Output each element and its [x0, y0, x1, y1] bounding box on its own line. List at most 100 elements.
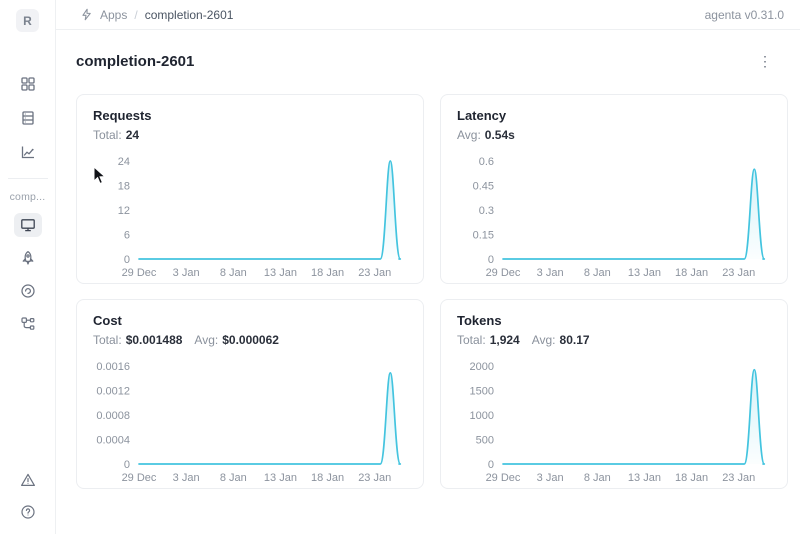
topbar: Apps / completion-2601 agenta v0.31.0 [56, 0, 800, 30]
sidebar-footer [14, 468, 42, 524]
sidebar-app-nav [13, 213, 42, 336]
svg-text:8 Jan: 8 Jan [584, 267, 611, 279]
svg-text:0.15: 0.15 [473, 229, 494, 241]
app-section-label: comp... [9, 191, 46, 203]
traces-tree-icon[interactable] [14, 312, 42, 336]
stat-value: 24 [125, 128, 140, 142]
sidebar-divider [7, 178, 48, 179]
svg-text:1000: 1000 [470, 410, 494, 422]
stat-label: Avg: [531, 333, 556, 347]
stat-label: Total: [93, 333, 122, 347]
observability-gauge-icon[interactable] [14, 279, 42, 303]
card-title: Requests [93, 108, 152, 123]
svg-text:0.6: 0.6 [479, 156, 494, 168]
tokens-card: Tokens Total: 1,924 Avg: 80.17 0 500 1000 1500… [440, 299, 788, 489]
svg-text:0: 0 [124, 459, 130, 471]
svg-text:0.3: 0.3 [479, 205, 494, 217]
card-stats: Avg: 0.54s [457, 127, 771, 143]
svg-text:29 Dec: 29 Dec [122, 472, 157, 484]
stat-label: Avg: [194, 333, 219, 347]
page-header: completion-2601 ⋮ [56, 30, 800, 70]
svg-text:29 Dec: 29 Dec [122, 267, 157, 279]
card-title: Cost [93, 313, 122, 328]
playground-monitor-icon[interactable] [13, 213, 42, 237]
alert-triangle-icon[interactable] [14, 468, 42, 492]
svg-text:0.45: 0.45 [473, 180, 494, 192]
svg-text:23 Jan: 23 Jan [358, 472, 391, 484]
card-title: Latency [457, 108, 507, 123]
stat: Avg: 0.54s [457, 127, 515, 143]
workspace-avatar[interactable]: R [16, 9, 39, 32]
stat: Avg: 80.17 [532, 332, 590, 348]
svg-text:23 Jan: 23 Jan [358, 267, 391, 279]
tokens-chart: 0 500 1000 1500 2000 29 Dec 3 Jan 8 Jan 13 Jan 18… [470, 361, 766, 484]
breadcrumb-separator: / [134, 7, 138, 22]
stat-value: 80.17 [559, 333, 590, 347]
stat: Total: $0.001488 [93, 332, 182, 348]
stat-label: Total: [93, 128, 122, 142]
svg-text:29 Dec: 29 Dec [486, 472, 521, 484]
test-sets-list-icon[interactable] [14, 106, 42, 130]
svg-text:18 Jan: 18 Jan [675, 472, 708, 484]
svg-text:13 Jan: 13 Jan [628, 472, 661, 484]
svg-text:0.0012: 0.0012 [96, 385, 130, 397]
requests-chart: 0 6 12 18 24 29 Dec 3 Jan 8 Jan 13 Jan 18 Jan 23 J… [118, 156, 402, 279]
deployment-rocket-icon[interactable] [14, 246, 42, 270]
svg-text:3 Jan: 3 Jan [537, 472, 564, 484]
breadcrumb: Apps / completion-2601 [80, 8, 233, 22]
svg-text:13 Jan: 13 Jan [264, 472, 297, 484]
latency-chart: 0 0.15 0.3 0.45 0.6 29 Dec 3 Jan 8 Jan 13 Jan 18 … [473, 156, 766, 279]
stat-value: 0.54s [484, 128, 515, 142]
stat-value: 1,924 [489, 333, 520, 347]
svg-text:0: 0 [488, 254, 494, 266]
stat-value: $0.001488 [125, 333, 183, 347]
svg-text:18 Jan: 18 Jan [675, 267, 708, 279]
stat-value: $0.000062 [222, 333, 279, 347]
svg-text:3 Jan: 3 Jan [173, 472, 200, 484]
card-title: Tokens [457, 313, 502, 328]
sidebar-global-nav [14, 72, 42, 164]
svg-text:0.0008: 0.0008 [96, 410, 130, 422]
latency-card: Latency Avg: 0.54s 0 0.15 0.3 0.45 0.6 29 Dec 3… [440, 94, 788, 284]
help-circle-icon[interactable] [14, 500, 42, 524]
stat: Total: 24 [93, 127, 139, 143]
svg-text:2000: 2000 [470, 361, 494, 373]
svg-text:23 Jan: 23 Jan [722, 267, 755, 279]
bolt-icon [80, 8, 93, 21]
stat: Avg: $0.000062 [194, 332, 279, 348]
breadcrumb-apps-link[interactable]: Apps [100, 7, 128, 22]
svg-text:29 Dec: 29 Dec [486, 267, 521, 279]
main-area: Apps / completion-2601 agenta v0.31.0 co… [56, 0, 800, 534]
stat-label: Total: [457, 333, 486, 347]
svg-text:8 Jan: 8 Jan [220, 267, 247, 279]
svg-text:6: 6 [124, 229, 130, 241]
svg-text:24: 24 [118, 156, 130, 168]
app-version-label: agenta v0.31.0 [704, 7, 784, 22]
svg-text:0: 0 [124, 254, 130, 266]
card-stats: Total: $0.001488 Avg: $0.000062 [93, 332, 407, 348]
svg-text:8 Jan: 8 Jan [584, 472, 611, 484]
metrics-grid: Requests Total: 24 0 6 12 18 24 29 Dec 3 Jan 8 J… [56, 70, 800, 489]
page-title: completion-2601 [76, 52, 195, 70]
sidebar: R [0, 0, 56, 534]
svg-text:0.0004: 0.0004 [96, 434, 130, 446]
requests-card: Requests Total: 24 0 6 12 18 24 29 Dec 3 Jan 8 J… [76, 94, 424, 284]
kebab-menu-icon[interactable]: ⋮ [758, 53, 772, 69]
svg-text:18 Jan: 18 Jan [311, 472, 344, 484]
svg-text:13 Jan: 13 Jan [628, 267, 661, 279]
apps-grid-icon[interactable] [14, 72, 42, 96]
svg-text:23 Jan: 23 Jan [722, 472, 755, 484]
svg-text:3 Jan: 3 Jan [173, 267, 200, 279]
evaluations-chart-icon[interactable] [14, 140, 42, 164]
cost-chart: 0 0.0004 0.0008 0.0012 0.0016 29 Dec 3 Jan 8 Ja… [96, 361, 402, 484]
svg-text:3 Jan: 3 Jan [537, 267, 564, 279]
card-stats: Total: 1,924 Avg: 80.17 [457, 332, 771, 348]
svg-text:1500: 1500 [470, 385, 494, 397]
stat: Total: 1,924 [457, 332, 520, 348]
svg-text:18 Jan: 18 Jan [311, 267, 344, 279]
breadcrumb-current-app: completion-2601 [144, 7, 234, 22]
stat-label: Avg: [457, 128, 481, 142]
svg-text:0: 0 [488, 459, 494, 471]
svg-text:500: 500 [476, 434, 494, 446]
cost-card: Cost Total: $0.001488 Avg: $0.000062 0 0.000… [76, 299, 424, 489]
